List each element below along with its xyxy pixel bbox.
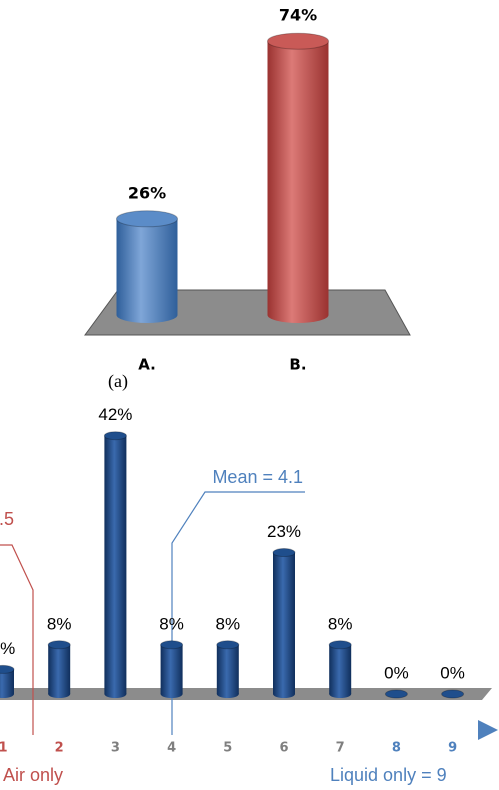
value-label: 74% — [279, 6, 317, 25]
value-label: 4% — [0, 639, 15, 658]
floor — [0, 688, 492, 700]
bar — [441, 689, 465, 699]
value-label: 8% — [47, 614, 72, 633]
bar — [384, 689, 408, 699]
value-label: 0% — [384, 663, 409, 682]
x-tick-label: 8 — [392, 741, 401, 756]
bar-body — [267, 41, 329, 315]
x-tick-label: 7 — [336, 741, 345, 756]
x-tick-label: 4 — [167, 741, 176, 756]
x-tick-label: 2 — [55, 741, 64, 756]
bar-body — [116, 218, 178, 315]
bar — [116, 210, 178, 323]
mean-line — [0, 544, 34, 735]
value-label: 26% — [128, 183, 166, 202]
annotation: Mean = 1.5 — [0, 509, 14, 529]
bar-top — [441, 689, 465, 699]
annotation: Mean = 4.1 — [212, 467, 303, 487]
bar — [267, 32, 329, 323]
bar — [216, 640, 240, 698]
bar-body — [273, 552, 295, 694]
bar-top — [328, 640, 352, 650]
value-label: 42% — [98, 405, 132, 424]
caption: (a) — [108, 371, 128, 392]
x-tick-label: 1 — [0, 741, 8, 756]
bar-top — [0, 664, 15, 674]
bar-top — [267, 32, 329, 50]
annotation: Air only — [3, 765, 63, 785]
bar-body — [329, 644, 352, 694]
value-label: 0% — [440, 663, 465, 682]
bar-body — [216, 644, 239, 694]
arrow-head — [478, 720, 498, 740]
mean-line — [171, 491, 305, 735]
value-label: 8% — [328, 614, 353, 633]
x-tick-label: 5 — [223, 741, 232, 756]
bar — [103, 431, 127, 698]
bar-top — [384, 689, 408, 699]
bar — [160, 640, 184, 698]
bar-body — [48, 644, 71, 694]
bar-top — [272, 548, 296, 558]
x-tick-label: 6 — [279, 741, 288, 756]
bar-top — [116, 210, 178, 228]
value-label: 23% — [267, 522, 301, 541]
x-tick-label: 9 — [448, 741, 457, 756]
bar — [272, 548, 296, 698]
x-tick-label: A. — [138, 356, 156, 374]
bar — [328, 640, 352, 698]
bar-body — [0, 669, 14, 694]
bar-body — [104, 435, 127, 694]
bar-body — [160, 644, 183, 694]
bar-top — [47, 640, 71, 650]
value-label: 8% — [216, 614, 241, 633]
value-label: 8% — [159, 614, 184, 633]
annotation: Liquid only = 9 — [330, 765, 447, 785]
bar-top — [160, 640, 184, 650]
bar — [47, 640, 71, 698]
x-tick-label: 3 — [111, 741, 120, 756]
bar-top — [216, 640, 240, 650]
bar — [0, 664, 15, 698]
x-tick-label: B. — [289, 356, 306, 374]
bar-top — [103, 431, 127, 441]
